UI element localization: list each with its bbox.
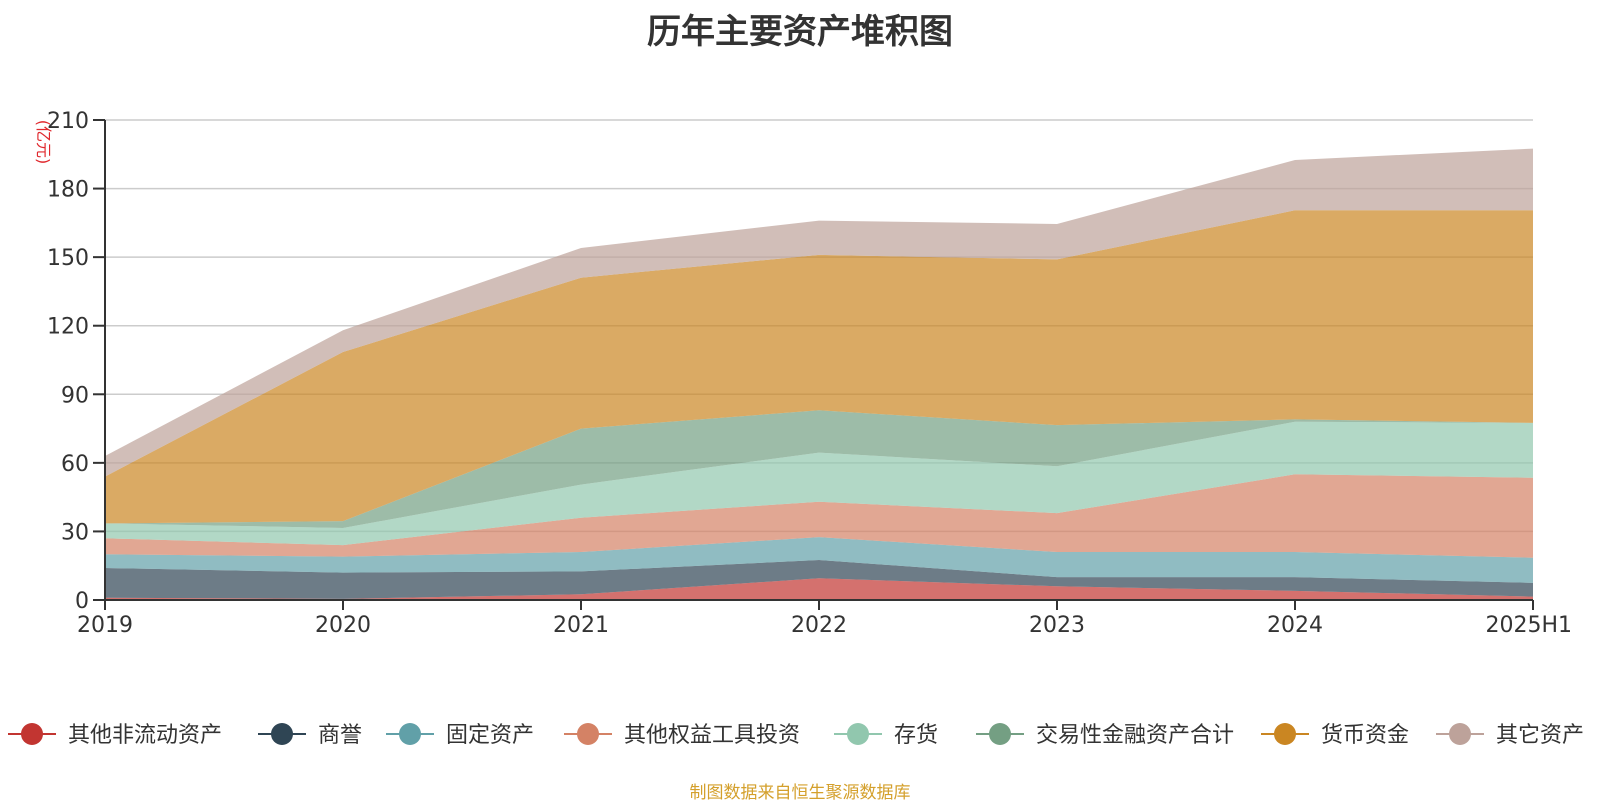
area-4[interactable]	[105, 421, 1533, 546]
x-tick-label: 2025H1	[1485, 613, 1572, 638]
y-tick-label: 90	[61, 383, 89, 408]
area-2[interactable]	[105, 537, 1533, 583]
legend-item-2[interactable]: 固定资产	[386, 723, 534, 748]
area-0[interactable]	[105, 578, 1533, 600]
legend-label: 其它资产	[1496, 723, 1584, 748]
area-6[interactable]	[105, 210, 1533, 524]
legend-marker	[21, 723, 43, 745]
area-1[interactable]	[105, 560, 1533, 599]
y-tick-label: 120	[47, 315, 89, 340]
y-tick-label: 60	[61, 452, 89, 477]
legend-item-0[interactable]: 其他非流动资产	[8, 723, 222, 748]
legend-item-3[interactable]: 其他权益工具投资	[564, 723, 800, 748]
y-tick-label: 30	[61, 520, 89, 545]
legend-label: 其他权益工具投资	[624, 723, 800, 748]
legend-label: 交易性金融资产合计	[1036, 723, 1234, 748]
series-areas	[105, 148, 1533, 600]
legend-marker	[1274, 723, 1296, 745]
legend-marker	[989, 723, 1011, 745]
y-tick-label: 150	[47, 246, 89, 271]
area-5[interactable]	[105, 410, 1533, 528]
x-tick-label: 2021	[553, 613, 609, 638]
legend-label: 固定资产	[446, 723, 534, 748]
chart-title: 历年主要资产堆积图	[647, 12, 953, 52]
legend-marker	[271, 723, 293, 745]
legend-item-6[interactable]: 货币资金	[1261, 723, 1409, 748]
area-7[interactable]	[105, 148, 1533, 477]
legend-item-5[interactable]: 交易性金融资产合计	[976, 723, 1234, 748]
legend-item-1[interactable]: 商誉	[258, 723, 362, 748]
legend-marker	[399, 723, 421, 745]
legend-marker	[847, 723, 869, 745]
x-tick-label: 2022	[791, 613, 847, 638]
source-note: 制图数据来自恒生聚源数据库	[689, 783, 911, 803]
y-tick-label: 0	[75, 589, 89, 614]
legend-label: 货币资金	[1321, 723, 1409, 748]
legend-label: 其他非流动资产	[68, 723, 222, 748]
y-tick-label: 210	[47, 109, 89, 134]
legend-marker	[577, 723, 599, 745]
y-axis-unit-label: (亿元)	[34, 120, 53, 165]
legend-item-4[interactable]: 存货	[834, 723, 938, 748]
y-tick-label: 180	[47, 178, 89, 203]
legend: 其他非流动资产 商誉 固定资产 其他权益工具投资 存货 交易性金融资产合计 货币资金 其它资产	[8, 723, 1584, 748]
area-3[interactable]	[105, 474, 1533, 558]
x-tick-label: 2023	[1029, 613, 1085, 638]
axes: 0 30 60 90 120 150 180 210 2019 2020 2021 2022 2023 2…	[47, 109, 1572, 638]
x-tick-label: 2024	[1267, 613, 1323, 638]
x-tick-label: 2019	[77, 613, 133, 638]
legend-marker	[1449, 723, 1471, 745]
legend-item-7[interactable]: 其它资产	[1436, 723, 1584, 748]
x-tick-label: 2020	[315, 613, 371, 638]
legend-label: 商誉	[318, 723, 362, 748]
legend-label: 存货	[894, 723, 938, 748]
